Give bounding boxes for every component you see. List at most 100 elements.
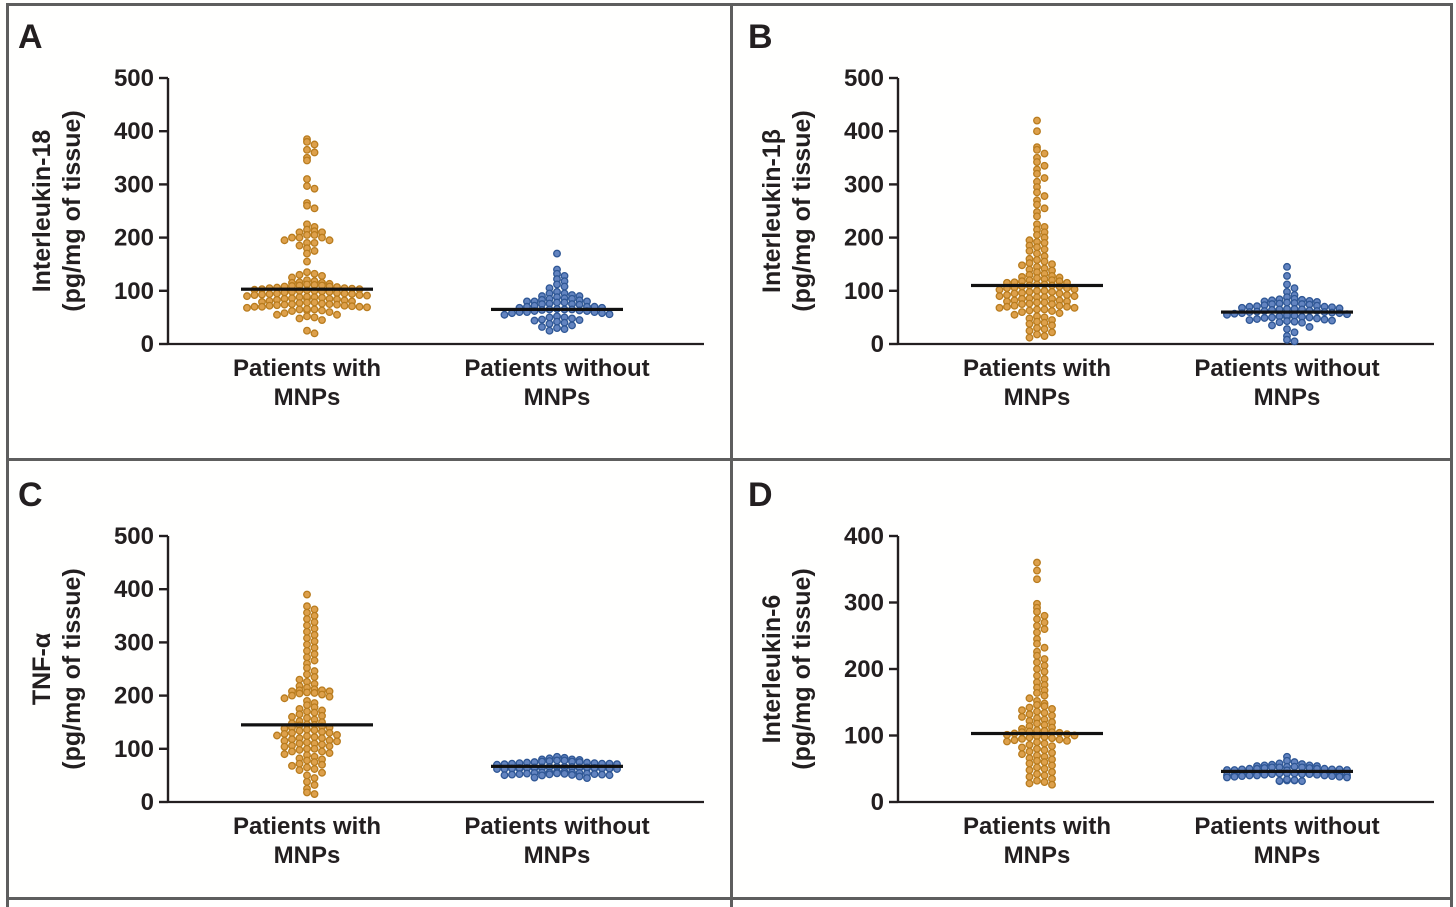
data-point <box>1033 639 1041 648</box>
data-point <box>1245 771 1254 780</box>
data-point <box>303 182 311 190</box>
y-tick-label: 300 <box>844 171 884 198</box>
data-point <box>303 756 311 765</box>
series-without-mnps <box>1223 262 1351 346</box>
data-point <box>1033 116 1041 125</box>
data-point <box>310 637 319 646</box>
data-point <box>1033 317 1041 326</box>
data-point <box>333 737 341 746</box>
y-tick-label: 500 <box>844 65 884 92</box>
data-point <box>1268 321 1276 330</box>
data-point <box>1025 319 1034 328</box>
data-point <box>1290 328 1299 337</box>
data-point <box>1283 271 1291 280</box>
data-point <box>295 745 304 754</box>
median-line <box>241 723 373 727</box>
data-point <box>280 729 289 738</box>
data-point <box>1040 298 1049 307</box>
x-category-label-line1: Patients without <box>464 355 649 382</box>
data-point <box>310 269 319 278</box>
data-point <box>310 305 319 314</box>
data-point <box>1018 712 1026 721</box>
data-point <box>1018 308 1026 317</box>
data-point <box>243 292 251 301</box>
data-point <box>288 307 296 315</box>
data-point <box>1025 246 1034 255</box>
data-point <box>1268 313 1276 322</box>
data-point <box>295 766 304 775</box>
data-point <box>1033 763 1041 772</box>
data-point <box>303 304 311 313</box>
data-point <box>288 761 296 770</box>
data-point <box>250 291 259 300</box>
data-point <box>1033 324 1041 332</box>
data-point <box>1048 300 1056 309</box>
data-point <box>605 771 614 780</box>
series-without-mnps <box>1223 752 1351 786</box>
data-point <box>1040 149 1049 158</box>
data-point <box>995 303 1004 312</box>
data-point <box>1290 762 1299 771</box>
data-point <box>1040 643 1049 652</box>
data-point <box>1283 317 1291 326</box>
data-point <box>1298 777 1306 786</box>
data-point <box>295 241 304 250</box>
data-point <box>560 756 569 765</box>
data-point <box>325 308 334 317</box>
data-point <box>280 300 289 309</box>
y-tick-label: 0 <box>871 789 884 816</box>
data-point <box>333 310 341 319</box>
data-point <box>1033 756 1041 765</box>
data-point <box>303 640 311 649</box>
data-point <box>1283 298 1291 307</box>
series-with-mnps <box>995 116 1079 342</box>
data-point <box>1033 230 1041 239</box>
data-point <box>303 627 311 636</box>
data-point <box>295 726 304 735</box>
data-point <box>295 299 304 307</box>
data-point <box>1290 284 1299 293</box>
data-point <box>310 631 319 639</box>
data-point <box>355 302 364 311</box>
data-point <box>303 249 311 258</box>
data-point <box>303 732 311 740</box>
data-point <box>1033 621 1041 630</box>
data-point <box>1033 628 1041 637</box>
data-point <box>1305 323 1314 331</box>
data-point <box>1033 744 1041 753</box>
data-point <box>1040 325 1049 334</box>
data-point <box>1033 305 1041 314</box>
data-point <box>303 137 311 146</box>
data-point <box>303 608 311 617</box>
data-point <box>1040 746 1049 755</box>
data-point <box>295 675 304 684</box>
data-point <box>318 306 326 315</box>
data-point <box>1018 300 1026 309</box>
data-point <box>1033 330 1041 339</box>
data-point <box>303 175 311 184</box>
data-point <box>1018 743 1026 752</box>
data-point <box>1010 310 1019 319</box>
data-point <box>1055 301 1064 310</box>
y-axis-title-line1: Interleukin-18 <box>28 130 56 293</box>
data-point <box>325 728 334 737</box>
median-line <box>491 764 623 768</box>
data-point <box>1040 691 1049 700</box>
data-point <box>310 733 319 742</box>
data-point <box>1070 303 1079 312</box>
data-point <box>310 204 319 213</box>
y-tick-label: 0 <box>141 789 154 816</box>
data-point <box>303 713 311 722</box>
data-point <box>1033 658 1041 667</box>
data-point <box>243 303 251 312</box>
series-without-mnps <box>500 249 614 335</box>
data-point <box>1048 742 1056 751</box>
data-point <box>1025 740 1034 749</box>
y-tick-label: 0 <box>871 331 884 358</box>
data-point <box>1245 316 1254 325</box>
data-point <box>545 313 554 322</box>
data-point <box>1025 287 1034 296</box>
y-axis-title-line2: (pg/mg of tissue) <box>58 568 86 769</box>
data-point <box>310 148 319 157</box>
data-point <box>1025 306 1034 315</box>
